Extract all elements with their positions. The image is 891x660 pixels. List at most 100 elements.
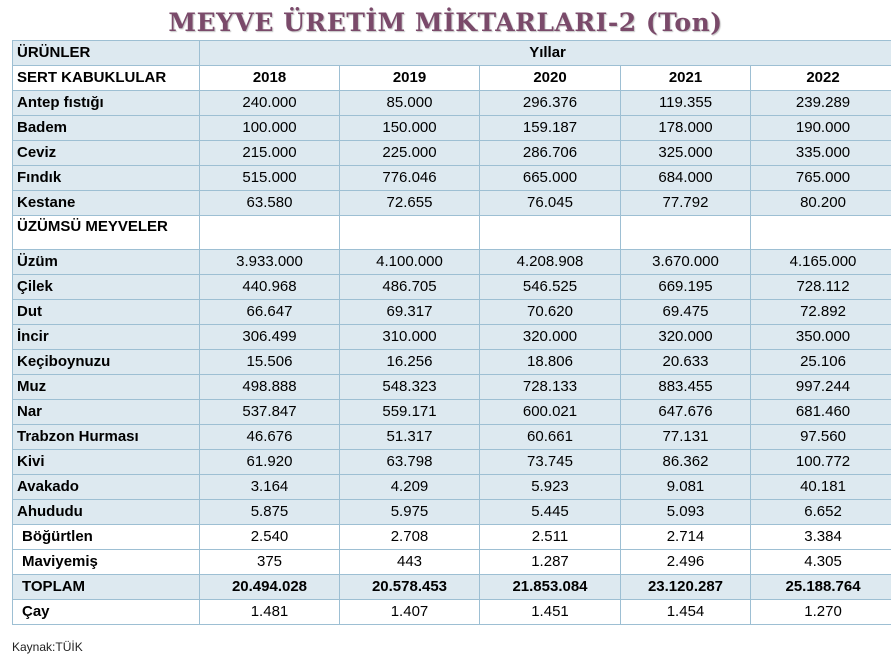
product-name: Antep fıstığı (12, 90, 200, 116)
value-cell: 548.323 (339, 374, 480, 400)
table-row: Kivi 61.920 63.798 73.745 86.362 100.772 (12, 449, 891, 475)
value-cell: 6.652 (749, 499, 891, 525)
value-cell: 66.647 (199, 299, 340, 325)
value-cell: 997.244 (749, 374, 891, 400)
value-cell: 69.317 (339, 299, 480, 325)
table-row: Fındık 515.000 776.046 665.000 684.000 765.00… (12, 165, 891, 191)
table-row: İncir 306.499 310.000 320.000 320.000 350.000 (12, 324, 891, 350)
empty-cell (339, 215, 480, 250)
value-cell: 537.847 (199, 399, 340, 425)
product-name: Avakado (12, 474, 200, 500)
section-uzumsu-meyveler: ÜZÜMSÜ MEYVELER (12, 215, 200, 250)
product-name: Üzüm (12, 249, 200, 275)
value-cell: 20.494.028 (199, 574, 340, 600)
value-cell: 150.000 (339, 115, 480, 141)
product-name: Fındık (12, 165, 200, 191)
empty-cell (620, 215, 751, 250)
value-cell: 76.045 (479, 190, 621, 216)
value-cell: 2.708 (339, 524, 480, 550)
empty-cell (199, 215, 340, 250)
value-cell: 3.164 (199, 474, 340, 500)
value-cell: 23.120.287 (620, 574, 751, 600)
value-cell: 728.112 (749, 274, 891, 300)
value-cell: 3.384 (749, 524, 891, 550)
product-name: Böğürtlen (12, 524, 200, 550)
year-header: 2021 (620, 65, 751, 91)
product-name: Ahududu (12, 499, 200, 525)
value-cell: 1.407 (339, 599, 480, 625)
value-cell: 681.460 (749, 399, 891, 425)
value-cell: 684.000 (620, 165, 751, 191)
value-cell: 4.305 (749, 549, 891, 575)
header-row-years: SERT KABUKLULAR 2018 2019 2020 2021 2022 (12, 65, 891, 91)
value-cell: 335.000 (749, 140, 891, 166)
header-row-products: ÜRÜNLER Yıllar (12, 40, 891, 66)
value-cell: 225.000 (339, 140, 480, 166)
value-cell: 51.317 (339, 424, 480, 450)
value-cell: 1.454 (620, 599, 751, 625)
table-row: Antep fıstığı 240.000 85.000 296.376 119.355… (12, 90, 891, 116)
value-cell: 440.968 (199, 274, 340, 300)
value-cell: 306.499 (199, 324, 340, 350)
value-cell: 240.000 (199, 90, 340, 116)
value-cell: 665.000 (479, 165, 621, 191)
value-cell: 669.195 (620, 274, 751, 300)
value-cell: 40.181 (749, 474, 891, 500)
product-name: Muz (12, 374, 200, 400)
section-row: ÜZÜMSÜ MEYVELER (12, 215, 891, 250)
products-header: ÜRÜNLER (12, 40, 200, 66)
product-name: Kestane (12, 190, 200, 216)
table-row: Maviyemiş 375 443 1.287 2.496 4.305 (12, 549, 891, 575)
year-header: 2020 (479, 65, 621, 91)
product-name: İncir (12, 324, 200, 350)
value-cell: 286.706 (479, 140, 621, 166)
table-row: Muz 498.888 548.323 728.133 883.455 997.244 (12, 374, 891, 400)
value-cell: 25.188.764 (749, 574, 891, 600)
value-cell: 70.620 (479, 299, 621, 325)
value-cell: 325.000 (620, 140, 751, 166)
value-cell: 296.376 (479, 90, 621, 116)
value-cell: 776.046 (339, 165, 480, 191)
value-cell: 46.676 (199, 424, 340, 450)
value-cell: 3.670.000 (620, 249, 751, 275)
value-cell: 320.000 (479, 324, 621, 350)
product-name: Ceviz (12, 140, 200, 166)
value-cell: 9.081 (620, 474, 751, 500)
value-cell: 1.287 (479, 549, 621, 575)
value-cell: 159.187 (479, 115, 621, 141)
value-cell: 310.000 (339, 324, 480, 350)
value-cell: 350.000 (749, 324, 891, 350)
product-name: Keçiboynuzu (12, 349, 200, 375)
value-cell: 100.000 (199, 115, 340, 141)
value-cell: 190.000 (749, 115, 891, 141)
table-row: Trabzon Hurması 46.676 51.317 60.661 77.131 9… (12, 424, 891, 450)
value-cell: 16.256 (339, 349, 480, 375)
value-cell: 60.661 (479, 424, 621, 450)
product-name: TOPLAM (12, 574, 200, 600)
value-cell: 2.540 (199, 524, 340, 550)
value-cell: 443 (339, 549, 480, 575)
value-cell: 1.451 (479, 599, 621, 625)
value-cell: 4.165.000 (749, 249, 891, 275)
table-row: Kestane 63.580 72.655 76.045 77.792 80.200 (12, 190, 891, 216)
value-cell: 80.200 (749, 190, 891, 216)
value-cell: 25.106 (749, 349, 891, 375)
years-header: Yıllar (198, 40, 891, 66)
table-row: Keçiboynuzu 15.506 16.256 18.806 20.633 25.10… (12, 349, 891, 375)
table-row: Avakado 3.164 4.209 5.923 9.081 40.181 (12, 474, 891, 500)
value-cell: 765.000 (749, 165, 891, 191)
year-header: 2019 (339, 65, 480, 91)
value-cell: 63.580 (199, 190, 340, 216)
value-cell: 515.000 (199, 165, 340, 191)
value-cell: 728.133 (479, 374, 621, 400)
value-cell: 559.171 (339, 399, 480, 425)
value-cell: 73.745 (479, 449, 621, 475)
value-cell: 85.000 (339, 90, 480, 116)
table-row: Dut 66.647 69.317 70.620 69.475 72.892 (12, 299, 891, 325)
table-row: Böğürtlen 2.540 2.708 2.511 2.714 3.384 (12, 524, 891, 550)
value-cell: 2.714 (620, 524, 751, 550)
value-cell: 1.270 (749, 599, 891, 625)
product-name: Maviyemiş (12, 549, 200, 575)
value-cell: 97.560 (749, 424, 891, 450)
product-name: Trabzon Hurması (12, 424, 200, 450)
